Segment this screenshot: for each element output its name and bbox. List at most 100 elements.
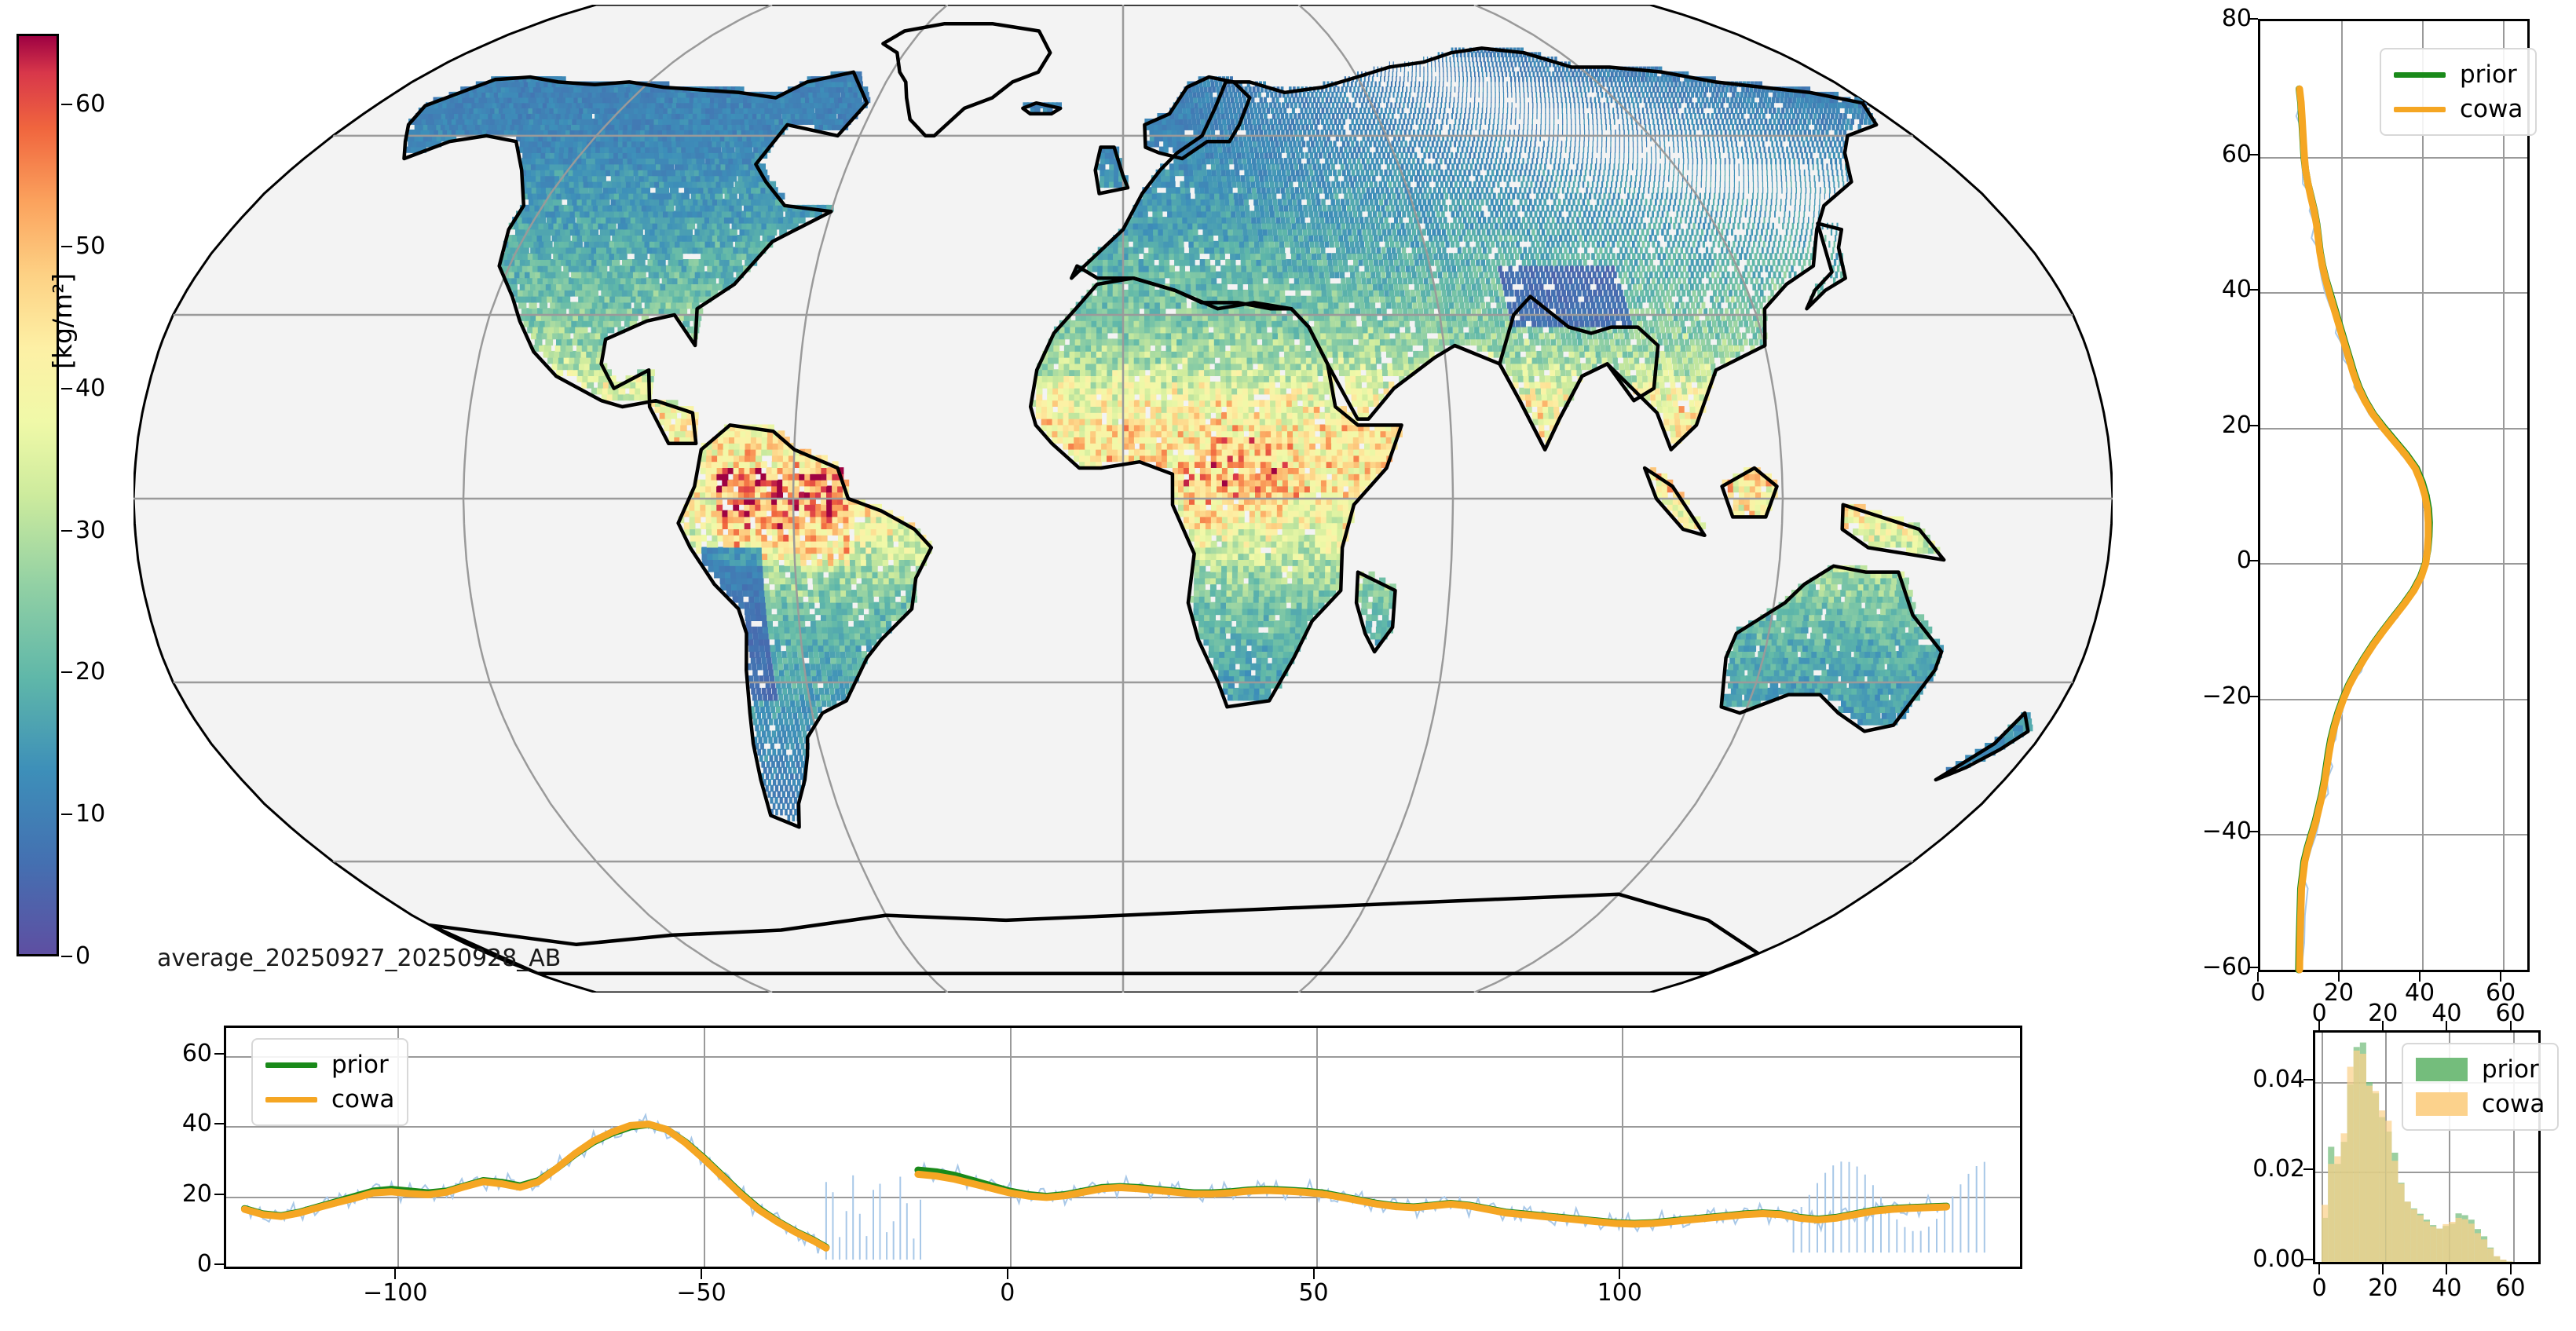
colorbar-tick-label: 20 — [75, 658, 106, 686]
gridline-vertical — [2449, 1033, 2451, 1262]
meridional-line-cowa — [914, 1170, 1950, 1228]
meridional-xtick-label: −50 — [676, 1279, 726, 1307]
zonal-ytick-label: 80 — [2221, 5, 2252, 32]
colorbar-tick-label: 10 — [75, 800, 106, 828]
coastline-india-north — [1498, 294, 1660, 452]
zonal-legend: prior cowa — [2380, 48, 2538, 136]
legend-swatch-prior — [2394, 71, 2446, 78]
histogram-panel: 0.00 0.02 0.04 0 20 40 60 0 20 40 60 prior cowa — [2223, 1002, 2576, 1331]
meridional-ytick-label: 60 — [181, 1039, 212, 1067]
meridional-raw-spikes — [825, 1161, 1985, 1260]
map-panel: average_20250927_20250928_AB — [134, 5, 2113, 993]
coastline-new-guinea — [1840, 503, 1946, 562]
axis-tick — [2446, 1264, 2448, 1274]
axis-tick — [2446, 1021, 2448, 1031]
colorbar-tick — [61, 671, 72, 674]
axis-tick — [701, 1269, 703, 1279]
axis-tick — [2249, 424, 2258, 426]
gridline-horizontal — [2260, 156, 2527, 159]
legend-item-prior: prior — [265, 1048, 394, 1082]
axis-tick — [2303, 1259, 2313, 1260]
gridline-vertical — [2503, 21, 2505, 970]
coastline-australia — [1719, 564, 1944, 733]
zonal-series-lines — [2295, 85, 2433, 974]
coastline-south-america — [676, 423, 934, 829]
colorbar-tick — [61, 387, 72, 389]
legend-label-prior: prior — [2482, 1055, 2539, 1084]
coastline-japan — [1805, 221, 1847, 311]
colorbar-panel: 0 10 20 30 40 50 60 [kg/m²] — [0, 0, 134, 997]
histogram-xtick-label: 20 — [2368, 1274, 2399, 1302]
histogram-ytick-label: 0.00 — [2252, 1245, 2305, 1273]
gridline-vertical — [397, 1028, 400, 1267]
zonal-ytick-label: 20 — [2221, 411, 2252, 439]
map-coastlines — [402, 22, 2030, 975]
histogram-xtick-label: 0 — [2311, 1274, 2327, 1302]
meridional-xtick-label: −100 — [363, 1279, 428, 1307]
coastline-borneo — [1720, 466, 1779, 519]
coastline-uk — [1093, 145, 1130, 196]
colorbar-tick — [61, 814, 72, 816]
histogram-xtick-label: 40 — [2431, 1274, 2462, 1302]
coastline-scandinavia — [1143, 75, 1252, 161]
map-annotation: average_20250927_20250928_AB — [157, 945, 562, 972]
axis-tick — [214, 1052, 224, 1055]
axis-tick — [2382, 1264, 2384, 1274]
legend-label-prior: prior — [331, 1050, 389, 1079]
gridline-horizontal — [2260, 292, 2527, 294]
colorbar-axis-label: [kg/m²] — [47, 272, 78, 369]
axis-tick — [2249, 289, 2258, 291]
meridional-xtick-label: 100 — [1597, 1279, 1642, 1307]
meridional-xtick-label: 0 — [1000, 1279, 1015, 1307]
legend-swatch-prior — [265, 1062, 317, 1068]
gridline-horizontal — [226, 1126, 2020, 1128]
map-canvas — [134, 5, 2113, 993]
meridional-line-cowa — [240, 1121, 830, 1252]
coastline-sumatra — [1642, 466, 1707, 538]
coastline-madagascar — [1354, 570, 1397, 654]
map-graticule — [134, 5, 2113, 993]
gridline-horizontal — [2260, 834, 2527, 836]
zonal-ytick-label: 0 — [2236, 547, 2252, 575]
axis-tick — [2249, 153, 2258, 155]
meridional-series-lines — [240, 1112, 1985, 1260]
coastline-eurasia — [1070, 46, 1879, 452]
legend-label-prior: prior — [2460, 60, 2517, 89]
colorbar-tick-label: 0 — [75, 942, 91, 970]
legend-swatch-cowa — [265, 1096, 317, 1102]
axis-tick — [2249, 18, 2258, 20]
map-data-layer — [405, 47, 2033, 821]
colorbar-tick — [61, 104, 72, 106]
axis-tick — [394, 1269, 397, 1279]
axis-tick — [2257, 972, 2259, 982]
gridline-vertical — [704, 1028, 706, 1267]
colorbar-tick-label: 40 — [75, 374, 106, 402]
gridline-horizontal — [2315, 1172, 2538, 1174]
legend-item-prior: prior — [2416, 1052, 2545, 1087]
meridional-mean-plot — [224, 1026, 2022, 1269]
axis-tick — [1006, 1269, 1008, 1279]
axis-tick — [2419, 972, 2421, 982]
coastline-iceland — [1021, 101, 1063, 116]
colorbar-tick — [61, 956, 72, 957]
axis-tick — [2303, 1078, 2313, 1081]
zonal-xtick-label: 60 — [2485, 979, 2516, 1007]
legend-label-cowa: cowa — [331, 1084, 395, 1113]
zonal-ytick-label: −40 — [2201, 817, 2252, 846]
zonal-ytick-label: −60 — [2201, 953, 2252, 981]
axis-tick — [2509, 1021, 2512, 1031]
legend-item-cowa: cowa — [2394, 92, 2523, 126]
axis-tick — [2318, 1021, 2321, 1031]
axis-tick — [2303, 1168, 2313, 1171]
meridional-ytick-label: 20 — [181, 1179, 212, 1208]
legend-label-cowa: cowa — [2482, 1089, 2545, 1118]
gridline-vertical — [1315, 1028, 1318, 1267]
zonal-xtick-label: 40 — [2404, 979, 2435, 1007]
axis-tick — [2509, 1264, 2512, 1274]
axis-tick — [2500, 972, 2502, 982]
axis-tick — [2249, 831, 2258, 833]
zonal-ytick-label: −20 — [2201, 682, 2252, 710]
axis-tick — [2382, 1021, 2384, 1031]
axis-tick — [214, 1123, 224, 1125]
histogram-legend: prior cowa — [2402, 1043, 2560, 1131]
